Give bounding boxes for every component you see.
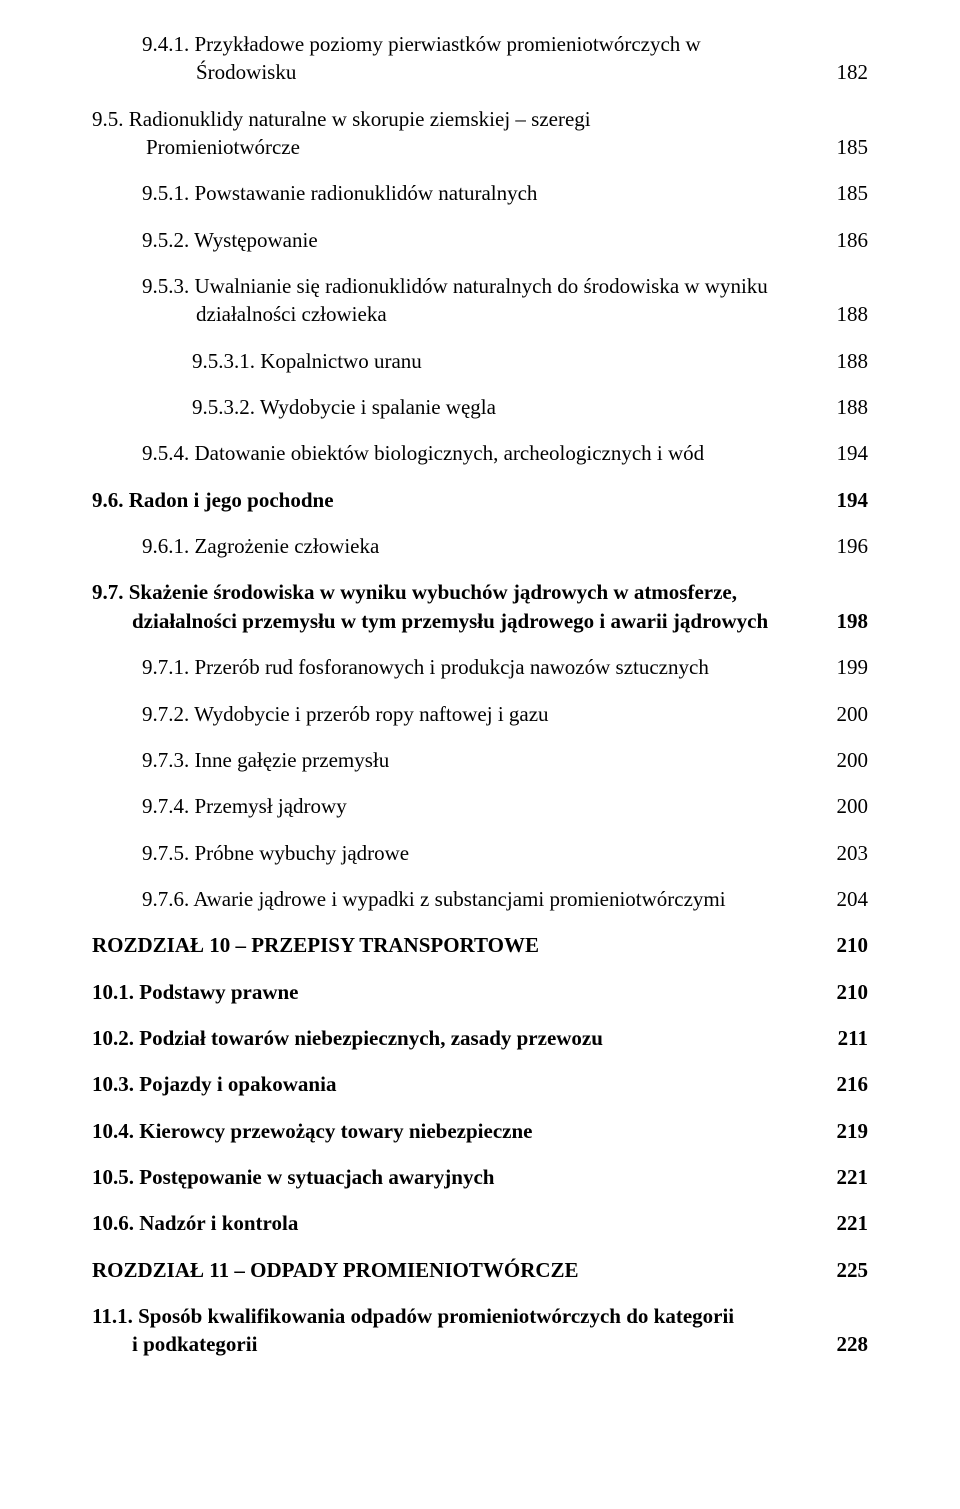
toc-entry-label: 10.5. Postępowanie w sytuacjach awaryjny…: [92, 1163, 817, 1191]
toc-entry: 10.5. Postępowanie w sytuacjach awaryjny…: [92, 1163, 868, 1191]
toc-entry: 9.7.2. Wydobycie i przerób ropy naftowej…: [92, 700, 868, 728]
toc-entry: 9.5.4. Datowanie obiektów biologicznych,…: [92, 439, 868, 467]
toc-entry: 9.5.2. Występowanie186: [92, 226, 868, 254]
toc-entry-label: 9.5.3. Uwalnianie się radionuklidów natu…: [92, 272, 817, 329]
toc-entry-label: 9.6. Radon i jego pochodne: [92, 486, 817, 514]
toc-entry: 9.4.1. Przykładowe poziomy pierwiastków …: [92, 30, 868, 87]
toc-entry-line: 11.1. Sposób kwalifikowania odpadów prom…: [92, 1302, 817, 1330]
toc-entry-page: 188: [817, 393, 869, 421]
toc-entry-page: 186: [817, 226, 869, 254]
toc-entry: ROZDZIAŁ 11 – ODPADY PROMIENIOTWÓRCZE225: [92, 1256, 868, 1284]
toc-entry-label: ROZDZIAŁ 10 – PRZEPISY TRANSPORTOWE: [92, 931, 817, 959]
toc-entry-page: 210: [817, 978, 869, 1006]
toc-entry-page: 211: [818, 1024, 868, 1052]
toc-entry-page: 194: [817, 486, 869, 514]
toc-entry-page: 221: [817, 1163, 869, 1191]
toc-entry-page: 228: [817, 1330, 869, 1358]
toc-entry-line: Promieniotwórcze: [146, 133, 817, 161]
toc-entry: 9.5.3.2. Wydobycie i spalanie węgla188: [92, 393, 868, 421]
toc-entry-label: 9.4.1. Przykładowe poziomy pierwiastków …: [92, 30, 817, 87]
toc-entry: 9.7.1. Przerób rud fosforanowych i produ…: [92, 653, 868, 681]
toc-entry-page: 198: [817, 607, 869, 635]
toc-entry-line: 9.5. Radionuklidy naturalne w skorupie z…: [146, 105, 817, 133]
toc-entry-label: ROZDZIAŁ 11 – ODPADY PROMIENIOTWÓRCZE: [92, 1256, 817, 1284]
toc-entry-label: 9.5.1. Powstawanie radionuklidów natural…: [92, 179, 817, 207]
toc-entry-page: 203: [817, 839, 869, 867]
toc-entry-page: 182: [817, 58, 869, 86]
table-of-contents: 9.4.1. Przykładowe poziomy pierwiastków …: [92, 30, 868, 1359]
toc-entry-page: 185: [817, 179, 869, 207]
toc-entry: 9.7. Skażenie środowiska w wyniku wybuch…: [92, 578, 868, 635]
toc-entry-label: 10.3. Pojazdy i opakowania: [92, 1070, 817, 1098]
toc-entry-page: 221: [817, 1209, 869, 1237]
toc-entry-page: 204: [817, 885, 869, 913]
toc-entry: 9.5.3. Uwalnianie się radionuklidów natu…: [92, 272, 868, 329]
toc-entry-label: 9.5.3.1. Kopalnictwo uranu: [92, 347, 817, 375]
toc-entry: 9.7.6. Awarie jądrowe i wypadki z substa…: [92, 885, 868, 913]
toc-entry: 10.1. Podstawy prawne210: [92, 978, 868, 1006]
toc-entry: 10.3. Pojazdy i opakowania216: [92, 1070, 868, 1098]
toc-entry-label: 9.7.1. Przerób rud fosforanowych i produ…: [92, 653, 817, 681]
toc-entry-label: 9.5. Radionuklidy naturalne w skorupie z…: [92, 105, 817, 162]
toc-entry-label: 10.6. Nadzór i kontrola: [92, 1209, 817, 1237]
toc-entry-label: 9.5.2. Występowanie: [92, 226, 817, 254]
toc-entry-page: 188: [817, 300, 869, 328]
toc-entry-label: 10.1. Podstawy prawne: [92, 978, 817, 1006]
toc-entry-page: 199: [817, 653, 869, 681]
toc-entry-label: 10.4. Kierowcy przewożący towary niebezp…: [92, 1117, 817, 1145]
toc-entry-page: 188: [817, 347, 869, 375]
toc-entry-label: 9.5.3.2. Wydobycie i spalanie węgla: [92, 393, 817, 421]
toc-entry: 9.5. Radionuklidy naturalne w skorupie z…: [92, 105, 868, 162]
toc-entry: ROZDZIAŁ 10 – PRZEPISY TRANSPORTOWE210: [92, 931, 868, 959]
toc-entry-line: i podkategorii: [92, 1330, 817, 1358]
toc-entry-line: Środowisku: [196, 58, 817, 86]
toc-entry-page: 219: [817, 1117, 869, 1145]
toc-entry-label: 9.7. Skażenie środowiska w wyniku wybuch…: [92, 578, 817, 635]
toc-entry-label: 9.7.6. Awarie jądrowe i wypadki z substa…: [92, 885, 817, 913]
toc-entry-label: 9.7.5. Próbne wybuchy jądrowe: [92, 839, 817, 867]
toc-entry: 9.5.3.1. Kopalnictwo uranu188: [92, 347, 868, 375]
toc-entry-page: 216: [817, 1070, 869, 1098]
toc-entry-label: 9.7.4. Przemysł jądrowy: [92, 792, 817, 820]
toc-entry: 10.2. Podział towarów niebezpiecznych, z…: [92, 1024, 868, 1052]
toc-entry: 10.4. Kierowcy przewożący towary niebezp…: [92, 1117, 868, 1145]
toc-entry-line: działalności przemysłu w tym przemysłu j…: [92, 607, 817, 635]
toc-entry-label: 11.1. Sposób kwalifikowania odpadów prom…: [92, 1302, 817, 1359]
toc-entry-label: 9.5.4. Datowanie obiektów biologicznych,…: [92, 439, 817, 467]
toc-entry-page: 210: [817, 931, 869, 959]
toc-entry-page: 225: [817, 1256, 869, 1284]
toc-entry: 9.5.1. Powstawanie radionuklidów natural…: [92, 179, 868, 207]
toc-entry-line: 9.7. Skażenie środowiska w wyniku wybuch…: [92, 578, 817, 606]
toc-entry-page: 185: [817, 133, 869, 161]
toc-entry-page: 200: [817, 746, 869, 774]
toc-entry-page: 200: [817, 700, 869, 728]
toc-entry-label: 9.7.3. Inne gałęzie przemysłu: [92, 746, 817, 774]
toc-entry-label: 9.6.1. Zagrożenie człowieka: [92, 532, 817, 560]
toc-entry: 11.1. Sposób kwalifikowania odpadów prom…: [92, 1302, 868, 1359]
toc-entry: 10.6. Nadzór i kontrola221: [92, 1209, 868, 1237]
toc-entry-page: 194: [817, 439, 869, 467]
toc-entry: 9.7.4. Przemysł jądrowy200: [92, 792, 868, 820]
toc-entry-line: 9.4.1. Przykładowe poziomy pierwiastków …: [196, 30, 817, 58]
toc-entry-label: 9.7.2. Wydobycie i przerób ropy naftowej…: [92, 700, 817, 728]
toc-entry-page: 196: [817, 532, 869, 560]
toc-entry: 9.6. Radon i jego pochodne194: [92, 486, 868, 514]
toc-entry-label: 10.2. Podział towarów niebezpiecznych, z…: [92, 1024, 818, 1052]
toc-entry-line: 9.5.3. Uwalnianie się radionuklidów natu…: [196, 272, 817, 300]
toc-entry: 9.7.3. Inne gałęzie przemysłu200: [92, 746, 868, 774]
toc-entry-page: 200: [817, 792, 869, 820]
toc-entry: 9.7.5. Próbne wybuchy jądrowe203: [92, 839, 868, 867]
toc-entry-line: działalności człowieka: [196, 300, 817, 328]
toc-entry: 9.6.1. Zagrożenie człowieka196: [92, 532, 868, 560]
